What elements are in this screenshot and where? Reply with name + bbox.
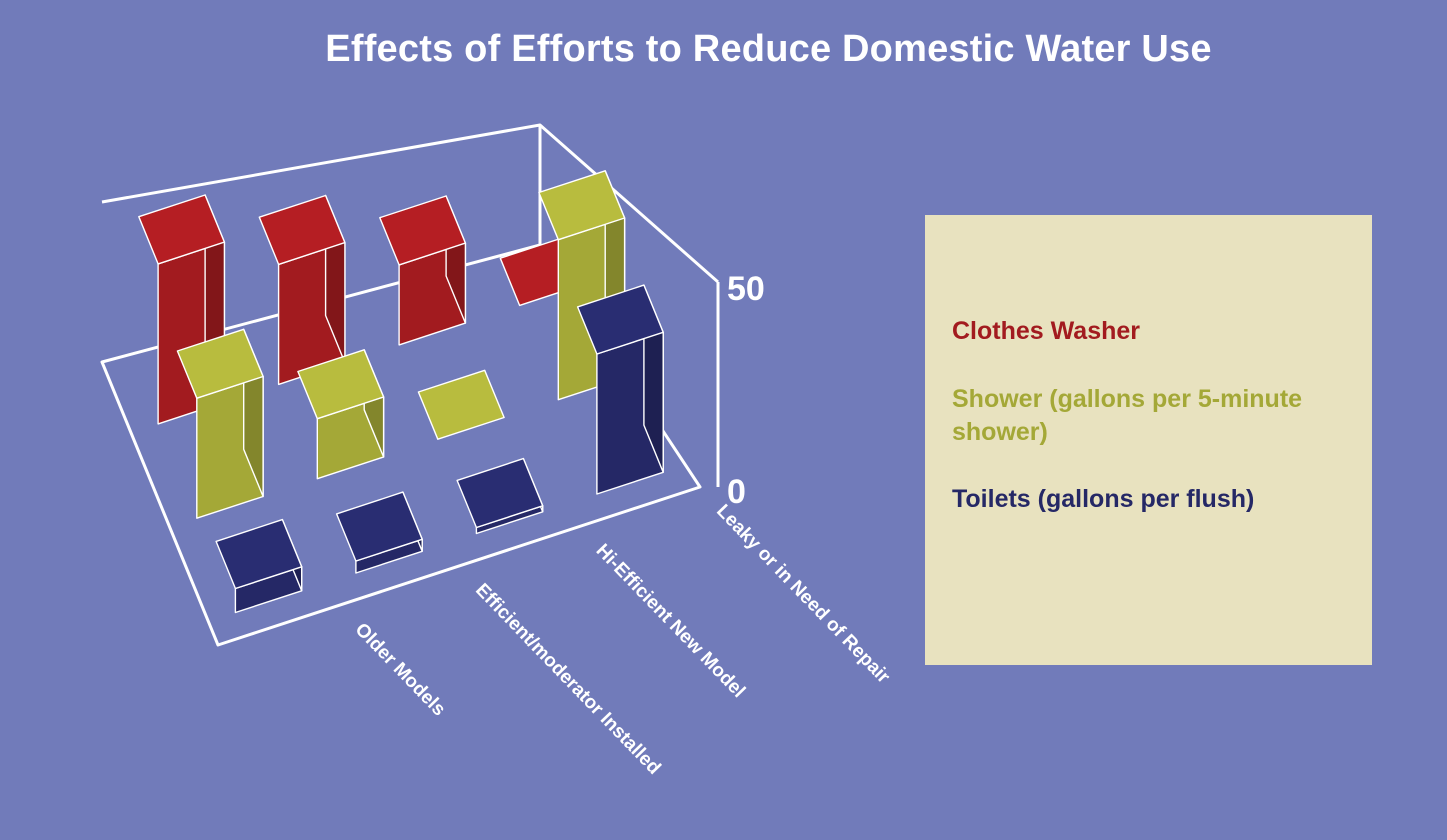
bar-top-face	[215, 518, 303, 590]
bar-toilets-3	[576, 284, 664, 495]
bar-top-face	[417, 369, 505, 440]
bar-top-face	[456, 457, 544, 529]
z-tick-label-50: 50	[727, 270, 765, 308]
bar-clothes-1	[258, 194, 346, 386]
bar-top-face	[297, 349, 385, 420]
category-label-0: Older Models	[351, 619, 450, 720]
chart-title: Effects of Efforts to Reduce Domestic Wa…	[325, 28, 1212, 70]
z-tick-label-0: 0	[727, 473, 746, 511]
bar-clothes-2	[379, 195, 467, 346]
bar-toilets-1	[335, 491, 423, 574]
category-label-3: Leaky or in Need of Repair	[712, 501, 894, 688]
legend-item-shower: Shower (gallons per 5-minute shower)	[952, 385, 1303, 446]
legend-item-toilets: Toilets (gallons per flush)	[952, 485, 1255, 513]
chart-frame	[100, 123, 720, 647]
bar-top-face	[335, 491, 423, 562]
bar-shower-0	[176, 328, 264, 519]
bars	[138, 170, 664, 614]
bar-top-face	[379, 195, 467, 266]
bar-toilets-0	[215, 518, 303, 614]
legend-item-clothes-washer: Clothes Washer	[952, 317, 1141, 345]
bar-top-face	[258, 194, 346, 266]
bar-top-face	[176, 328, 264, 399]
floor-outline	[100, 243, 702, 647]
category-labels: Older Models Efficient/moderator Installe…	[351, 501, 895, 779]
bar-toilets-2	[456, 457, 544, 535]
bar-top-face	[576, 284, 664, 355]
category-label-2: Hi-Efficient New Model	[592, 540, 749, 702]
bar-shower-1	[297, 349, 385, 480]
bar-top-face	[138, 194, 226, 265]
bar-top-face	[538, 170, 626, 241]
z-axis-ticks: 0 50	[727, 270, 765, 511]
bar-shower-2	[417, 369, 505, 440]
legend: Clothes Washer Shower (gallons per 5-min…	[925, 215, 1372, 665]
category-label-1: Efficient/moderator Installed	[471, 580, 664, 779]
